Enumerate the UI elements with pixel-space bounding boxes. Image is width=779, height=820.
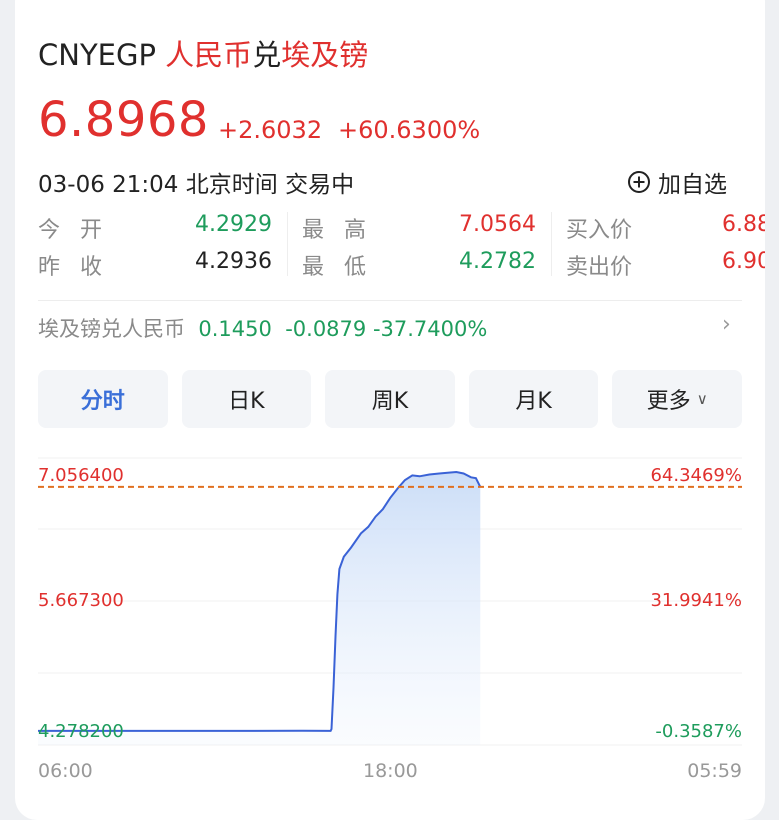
x-label: 06:00 — [38, 760, 93, 782]
price-change: +2.6032 — [218, 116, 323, 144]
stat-label: 最高 — [302, 218, 387, 243]
stat-label: 卖出价 — [566, 255, 633, 280]
y-label-left: 7.056400 — [38, 465, 124, 486]
x-label: 18:00 — [363, 760, 418, 782]
y-label-right: 64.3469% — [650, 465, 742, 486]
stat-label: 买入价 — [566, 218, 633, 243]
page-title: CNYEGP 人民币兑埃及镑 — [38, 38, 369, 72]
stat-value: 6.90 — [722, 249, 771, 274]
y-label-left: 4.278200 — [38, 721, 124, 742]
stat-value: 6.88 — [722, 212, 771, 237]
chevron-down-icon: ∨ — [696, 390, 708, 408]
chevron-right-icon[interactable]: › — [722, 312, 731, 337]
tab-weekly-k[interactable]: 周K — [325, 370, 455, 428]
price-area-fill — [38, 472, 481, 745]
stat-value: 7.0564 — [459, 212, 536, 237]
tab-more[interactable]: 更多 ∨ — [612, 370, 742, 428]
inverse-pair-link[interactable]: 埃及镑兑人民币 0.1450 -0.0879 -37.7400% — [38, 317, 488, 341]
tab-daily-k[interactable]: 日K — [181, 370, 312, 428]
price-change-pct: +60.6300% — [338, 116, 481, 144]
y-label-left: 5.667300 — [38, 590, 124, 611]
stat-value: 4.2929 — [195, 212, 272, 237]
quote-meta: 03-06 21:04 北京时间 交易中 — [38, 172, 355, 198]
chart-tabs: 分时 日K 周K 月K 更多 ∨ — [38, 370, 742, 428]
last-price: 6.8968 — [38, 92, 209, 148]
stat-label: 最低 — [302, 255, 387, 280]
add-watchlist-button[interactable]: 加自选 — [628, 165, 727, 199]
y-label-right: -0.3587% — [655, 721, 742, 742]
tab-intraday[interactable]: 分时 — [38, 370, 168, 428]
price-line — [38, 470, 482, 732]
plus-circle-icon — [628, 171, 650, 193]
x-label: 05:59 — [687, 760, 742, 782]
stat-label: 昨收 — [38, 255, 123, 280]
tab-monthly-k[interactable]: 月K — [468, 370, 599, 428]
stat-label: 今开 — [38, 218, 123, 243]
stat-value: 4.2782 — [459, 249, 536, 274]
y-label-right: 31.9941% — [650, 590, 742, 611]
stat-value: 4.2936 — [195, 249, 272, 274]
intraday-chart — [38, 457, 742, 746]
